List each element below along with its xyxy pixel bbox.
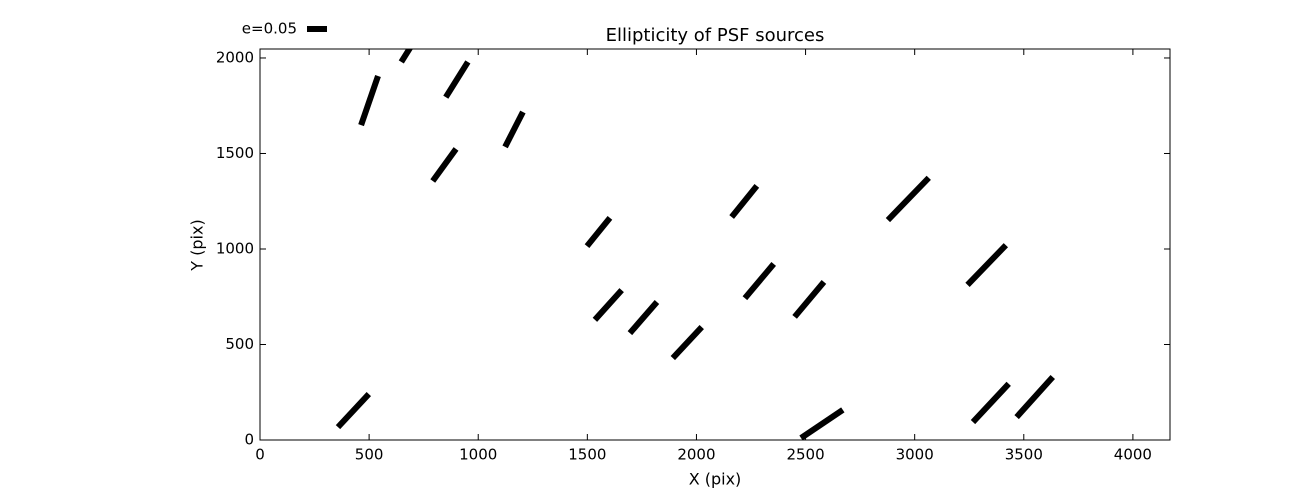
x-tick-label: 2000 — [677, 446, 715, 464]
whisker — [627, 300, 660, 336]
y-tick-label: 1500 — [216, 144, 254, 162]
whisker — [792, 280, 827, 319]
whisker — [358, 75, 381, 127]
whisker — [584, 215, 613, 249]
x-tick-label: 500 — [355, 446, 384, 464]
whisker — [335, 392, 372, 430]
y-tick-label: 500 — [225, 335, 254, 353]
y-tick-label: 2000 — [216, 48, 254, 66]
whisker — [443, 60, 471, 99]
y-tick-label: 1000 — [216, 239, 254, 257]
axes-frame — [259, 48, 1171, 441]
whisker — [799, 407, 845, 440]
x-tick-label: 1500 — [568, 446, 606, 464]
x-tick-label: 3000 — [896, 446, 934, 464]
plot-area — [335, 49, 1055, 440]
key-label: e=0.05 — [242, 20, 297, 38]
x-tick-label: 2500 — [786, 446, 824, 464]
whisker — [670, 325, 704, 361]
whisker — [430, 147, 459, 183]
whisker — [885, 175, 931, 223]
whisker — [398, 49, 413, 64]
whisker — [729, 183, 760, 219]
whisker — [970, 381, 1011, 425]
x-axis-label: X (pix) — [689, 470, 742, 489]
whisker — [1014, 374, 1055, 420]
whisker — [742, 261, 776, 301]
x-tick-label: 3500 — [1005, 446, 1043, 464]
whisker — [502, 110, 526, 149]
chart-title: Ellipticity of PSF sources — [606, 25, 825, 46]
y-axis-label: Y (pix) — [188, 219, 207, 271]
x-tick-label: 0 — [255, 446, 265, 464]
y-tick-label: 0 — [244, 431, 254, 449]
x-tick-label: 1000 — [459, 446, 497, 464]
x-tick-label: 4000 — [1114, 446, 1152, 464]
whisker — [592, 288, 624, 322]
whisker — [965, 243, 1009, 287]
